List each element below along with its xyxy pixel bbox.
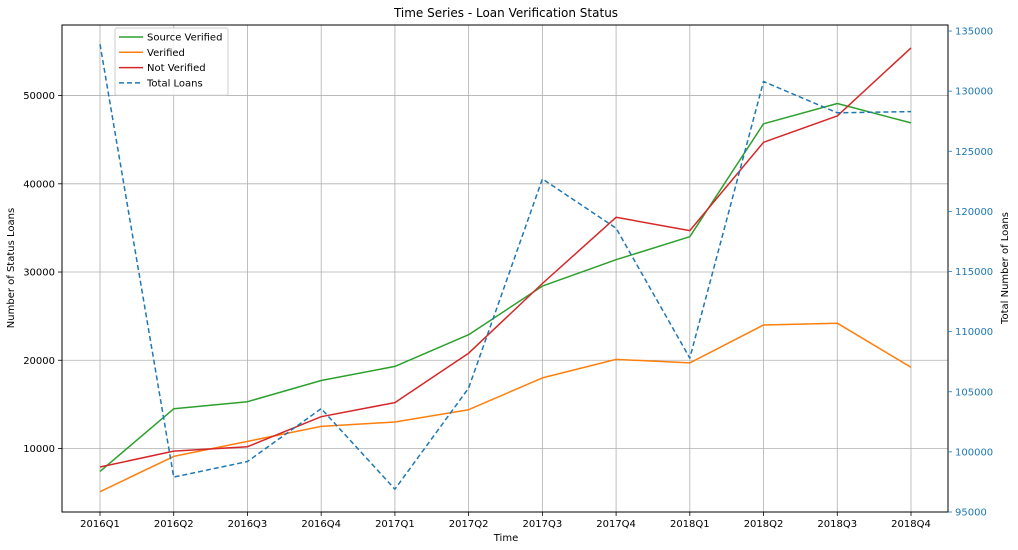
series-line-not-verified [99,47,912,468]
y-left-tick-label: 30000 [23,268,55,279]
y-left-tick-label: 10000 [23,444,55,455]
y-right-tick-label: 110000 [955,327,993,338]
y-axis-left: 10000 20000 30000 40000 50000 [23,91,62,455]
chart-title: Time Series - Loan Verification Status [393,6,618,20]
x-axis: 2016Q1 2016Q2 2016Q3 2016Q4 2017Q1 2017Q2 2017… [80,512,931,530]
x-tick-label: 2018Q1 [670,519,710,530]
y-right-tick-label: 130000 [955,87,993,98]
y-right-tick-label: 135000 [955,27,993,38]
x-tick-label: 2017Q4 [596,519,636,530]
x-tick-label: 2016Q2 [154,519,194,530]
legend-entry-label: Source Verified [147,33,222,44]
x-tick-label: 2017Q2 [449,519,489,530]
legend-entry-label: Total Loans [146,78,203,89]
y-right-tick-label: 100000 [955,447,993,458]
y-right-tick-label: 105000 [955,387,993,398]
x-tick-label: 2016Q1 [80,519,120,530]
legend-entry-label: Not Verified [147,63,206,74]
y-axis-left-label: Number of Status Loans [6,208,17,328]
series-line-source-verified [99,102,912,472]
x-tick-label: 2017Q3 [523,519,563,530]
x-tick-label: 2016Q3 [228,519,268,530]
grid-lines [62,25,948,512]
legend: Source Verified Verified Not Verified Total… [114,27,229,96]
legend-box [114,27,229,96]
y-left-tick-label: 50000 [23,91,55,102]
y-axis-right: 95000 100000 105000 110000 115000 120000 12500… [948,27,993,519]
y-axis-right-label: Total Number of Loans [1000,212,1011,325]
x-tick-label: 2018Q2 [744,519,784,530]
x-tick-label: 2017Q1 [375,519,415,530]
x-axis-label: Time [493,533,518,544]
legend-entry-label: Verified [147,48,185,59]
plot-frame [61,24,949,513]
x-tick-label: 2016Q4 [301,519,341,530]
y-left-tick-label: 40000 [23,179,55,190]
y-right-tick-label: 125000 [955,147,993,158]
x-tick-label: 2018Q4 [891,519,931,530]
series-line-total-loans [99,44,912,490]
y-right-tick-label: 120000 [955,207,993,218]
x-tick-label: 2018Q3 [817,519,857,530]
series-line-verified [99,322,912,493]
y-right-tick-label: 95000 [955,508,987,519]
y-right-tick-label: 115000 [955,267,993,278]
y-left-tick-label: 20000 [23,356,55,367]
series-lines [99,44,912,493]
